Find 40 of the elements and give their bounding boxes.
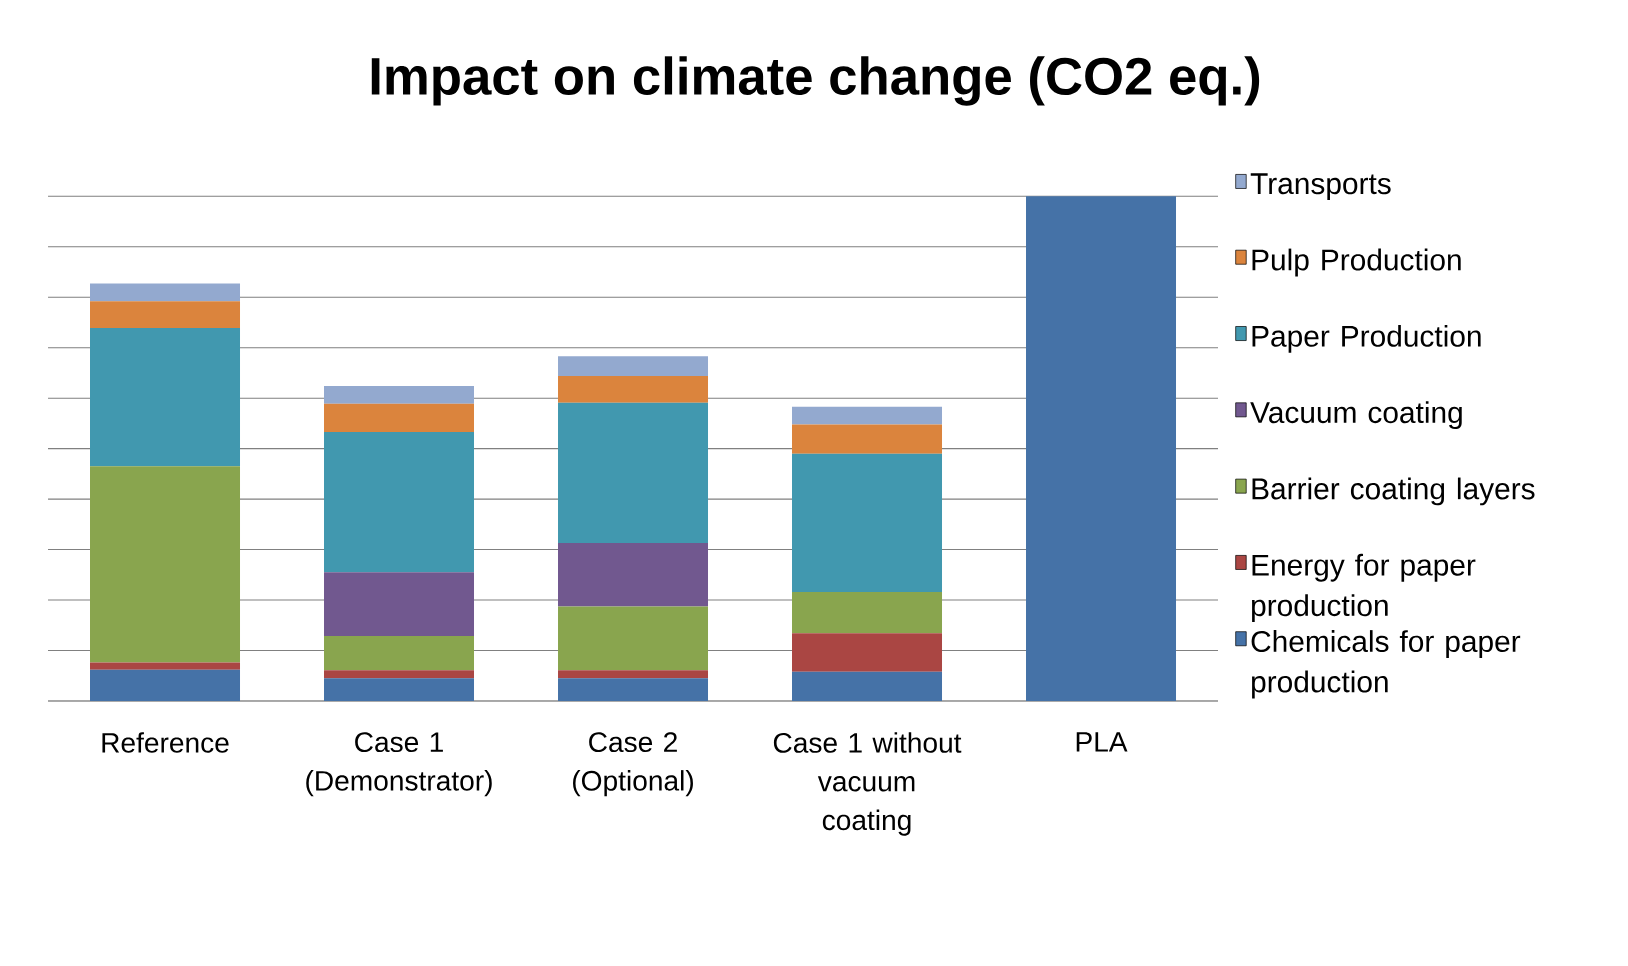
- legend-label: Transports: [1250, 173, 1391, 201]
- chart-title: Impact on climate change (CO2 eq.): [371, 56, 1260, 106]
- legend-label: Vacuum coating: [1250, 401, 1462, 430]
- bar: [558, 375, 709, 403]
- x-tick-label: PLA: [1076, 732, 1128, 752]
- bar: [90, 466, 241, 663]
- legend-label: Pulp Production: [1252, 248, 1461, 277]
- bar: [324, 635, 475, 671]
- bar: [792, 453, 943, 592]
- legend-label: Chemicals for paper production: [1251, 630, 1521, 699]
- bar: [90, 301, 241, 328]
- x-tick-label: Case 1 without vacuum coating: [773, 732, 962, 836]
- legend-label: Energy for paper production: [1252, 553, 1476, 623]
- bar: [558, 670, 709, 679]
- bar: [90, 283, 241, 302]
- bar: [558, 678, 709, 701]
- bar: [324, 386, 475, 404]
- legend-label: Barrier coating layers: [1252, 477, 1535, 506]
- x-tick-label: Reference: [102, 732, 229, 753]
- bar: [792, 591, 943, 634]
- bar: [1026, 196, 1177, 701]
- bar: [558, 356, 709, 376]
- bar: [90, 662, 241, 670]
- bar: [792, 424, 943, 454]
- x-tick-label: Case 1 (Demonstrator): [306, 732, 492, 797]
- legend-label: Paper Production: [1252, 324, 1481, 353]
- bar: [792, 633, 943, 672]
- bar: [558, 606, 709, 671]
- bar: [324, 572, 475, 636]
- bar: [792, 406, 943, 425]
- bar: [324, 678, 475, 701]
- bar: [558, 402, 709, 543]
- bar: [90, 669, 241, 701]
- bar: [324, 670, 475, 679]
- bar: [558, 543, 709, 607]
- bar: [792, 671, 943, 701]
- bar: [324, 431, 475, 573]
- x-tick-label: Case 2 (Optional): [573, 732, 693, 797]
- bar: [324, 403, 475, 432]
- bar: [90, 328, 241, 467]
